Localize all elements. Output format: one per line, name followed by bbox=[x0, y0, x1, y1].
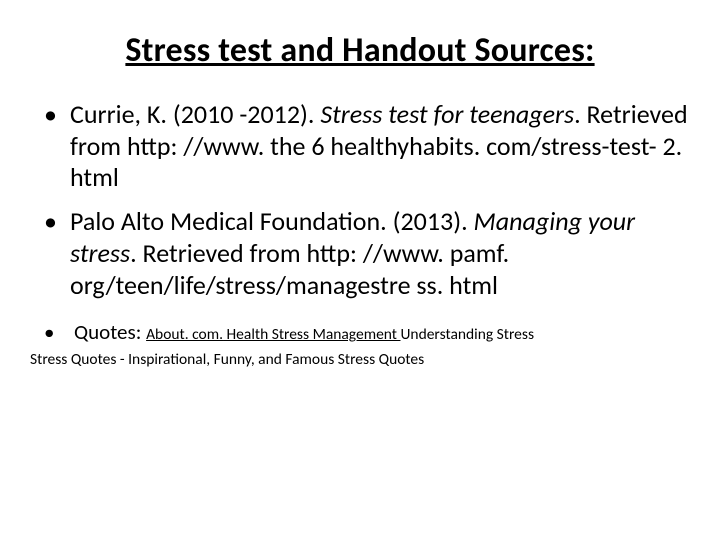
slide: Stress test and Handout Sources: Currie,… bbox=[0, 0, 720, 540]
quotes-item: Quotes: About. com. Health Stress Manage… bbox=[40, 319, 690, 345]
quotes-label: Quotes: bbox=[74, 319, 146, 345]
bullet-list: Currie, K. (2010 -2012). Stress test for… bbox=[40, 99, 690, 301]
quotes-link: Health Stress Management bbox=[223, 325, 400, 344]
citation-author: Currie, K. (2010 -2012). bbox=[70, 98, 320, 130]
citation-author: Palo Alto Medical Foundation. (2013). bbox=[70, 205, 474, 237]
quotes-tail: Understanding Stress bbox=[400, 325, 534, 344]
footer-text: Stress Quotes - Inspirational, Funny, an… bbox=[30, 350, 690, 370]
list-item: Currie, K. (2010 -2012). Stress test for… bbox=[40, 99, 690, 194]
list-item: Palo Alto Medical Foundation. (2013). Ma… bbox=[40, 206, 690, 301]
quotes-link: About. com. bbox=[146, 325, 223, 344]
citation-tail: . Retrieved from http: //www. pamf. org/… bbox=[70, 237, 509, 301]
slide-title: Stress test and Handout Sources: bbox=[30, 30, 690, 71]
citation-title: Stress test for teenagers bbox=[320, 98, 574, 130]
